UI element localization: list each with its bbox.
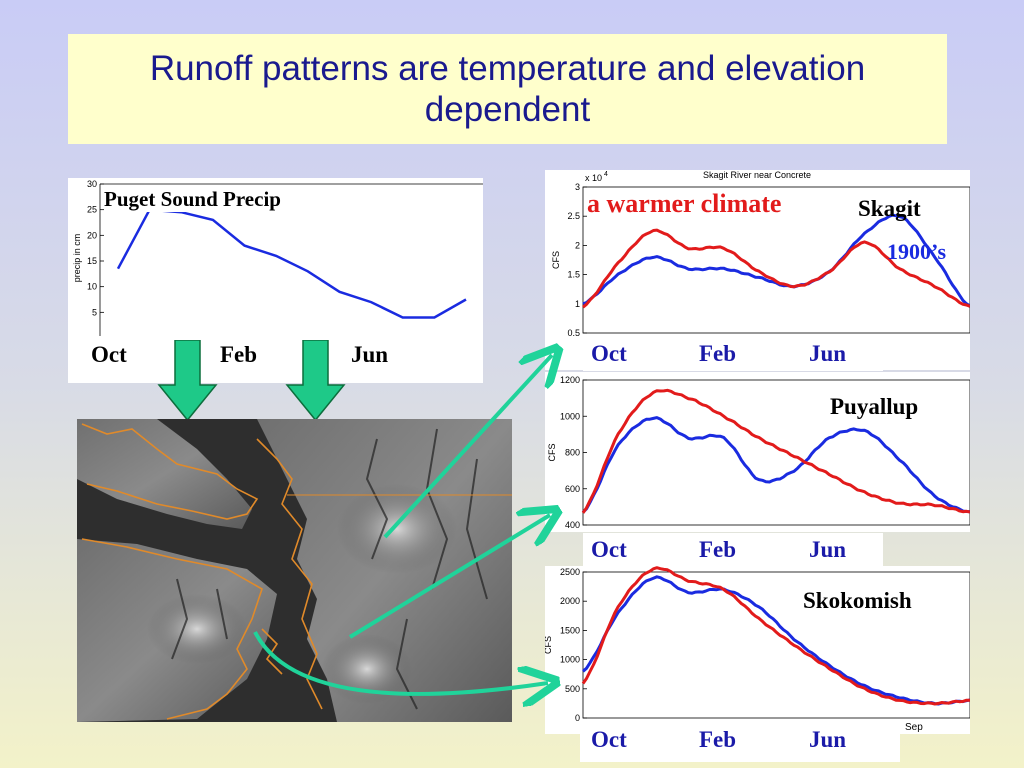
month-label-oct: Oct: [591, 341, 627, 366]
precip-title: Puget Sound Precip: [104, 187, 281, 212]
skokomish-label: Skokomish: [803, 588, 912, 613]
y-tick-label: 1: [575, 299, 580, 309]
month-label-feb: Feb: [699, 537, 737, 562]
month-label-jun: Jun: [809, 341, 847, 366]
month-label-feb: Feb: [220, 342, 258, 367]
precip-panel: 5 10 15 20 25 30 precip in cm Puget Sound Prec…: [68, 178, 483, 383]
y-tick-label: 2000: [560, 596, 580, 606]
y-tick-label: 1500: [560, 625, 580, 635]
skagit-panel: 0.5 1 1.5 2 2.5 3 CFS Skagit River near Concret…: [545, 170, 970, 370]
y-tick-label: 0: [575, 713, 580, 723]
y-tick-label: 400: [565, 520, 580, 530]
series-line-historical: [581, 416, 970, 514]
month-label-oct: Oct: [91, 342, 127, 367]
y-tick-label: 1.5: [567, 270, 580, 280]
month-label-jun: Jun: [809, 537, 847, 562]
title-box: Runoff patterns are temperature and elev…: [68, 34, 947, 144]
y-tick-label: 25: [87, 205, 97, 215]
month-label-jun: Jun: [351, 342, 389, 367]
skagit-month-strip: Oct Feb Jun: [583, 337, 883, 371]
series-line-warmer: [582, 228, 970, 309]
month-label-feb: Feb: [699, 727, 737, 752]
y-tick-label: 2.5: [567, 211, 580, 221]
down-arrows: [157, 340, 346, 422]
y-tick-label: 800: [565, 448, 580, 458]
down-arrow-right: [285, 340, 346, 422]
y-axis-label: precip in cm: [72, 234, 82, 283]
plot-frame: [582, 571, 970, 719]
y-axis-label: CFS: [547, 444, 557, 462]
vancouver-island: [77, 419, 252, 529]
y-tick-label: 0.5: [567, 328, 580, 338]
month-label-jun: Jun: [809, 727, 847, 752]
sep-tick-label: Sep: [905, 722, 923, 733]
puyallup-label: Puyallup: [830, 394, 919, 419]
scale-exponent: 4: [604, 171, 608, 178]
y-tick-label: 30: [87, 179, 97, 189]
precip-chart: 5 10 15 20 25 30 precip in cm: [72, 179, 483, 358]
skokomish-month-strip: Oct Feb Jun: [580, 722, 900, 762]
precip-month-strip: Oct Feb Jun: [68, 336, 433, 370]
series-line-warmer: [581, 566, 970, 706]
arrow-to-skokomish: [253, 631, 548, 694]
y-tick-label: 10: [87, 282, 97, 292]
arrow-to-skagit: [383, 355, 552, 539]
skagit-chart: 0.5 1 1.5 2 2.5 3 CFS Skagit River near Concret…: [551, 170, 970, 338]
series-line-historical: [582, 575, 970, 706]
coastline-outline: [81, 423, 259, 520]
y-tick-label: 1000: [560, 655, 580, 665]
scale-label: x 10: [585, 173, 602, 183]
skagit-label: Skagit: [858, 196, 921, 221]
y-tick-label: 1200: [560, 375, 580, 385]
skagit-chart-title: Skagit River near Concrete: [703, 170, 811, 180]
y-tick-label: 2500: [560, 567, 580, 577]
plot-frame: [582, 186, 970, 334]
skokomish-panel: 0 500 1000 1500 2000 2500 CFS Skokomish Sep: [545, 566, 970, 734]
month-label-oct: Oct: [591, 537, 627, 562]
skagit-annotation: a warmer climate: [587, 189, 782, 219]
skokomish-chart: 0 500 1000 1500 2000 2500 CFS: [545, 566, 970, 723]
y-tick-label: 3: [575, 182, 580, 192]
y-tick-label: 5: [92, 307, 97, 317]
slide-title: Runoff patterns are temperature and elev…: [149, 49, 866, 129]
y-tick-label: 2: [575, 240, 580, 250]
y-tick-label: 1000: [560, 411, 580, 421]
series-line-warmer: [581, 388, 970, 514]
y-axis-label: CFS: [545, 636, 553, 654]
month-label-oct: Oct: [591, 727, 627, 752]
down-arrow-left: [157, 340, 218, 422]
y-tick-label: 20: [87, 230, 97, 240]
month-label-feb: Feb: [699, 341, 737, 366]
puyallup-panel: 400 600 800 1000 1200 CFS Puyallup: [545, 372, 970, 532]
y-axis-label: CFS: [551, 251, 561, 269]
y-tick-label: 15: [87, 256, 97, 266]
y-tick-label: 600: [565, 484, 580, 494]
skagit-hist-label: 1900’s: [887, 239, 947, 264]
puyallup-chart: 400 600 800 1000 1200 CFS: [547, 375, 970, 530]
puyallup-month-strip: Oct Feb Jun: [583, 533, 883, 567]
arrow-to-puyallup: [348, 515, 550, 639]
y-tick-label: 500: [565, 684, 580, 694]
